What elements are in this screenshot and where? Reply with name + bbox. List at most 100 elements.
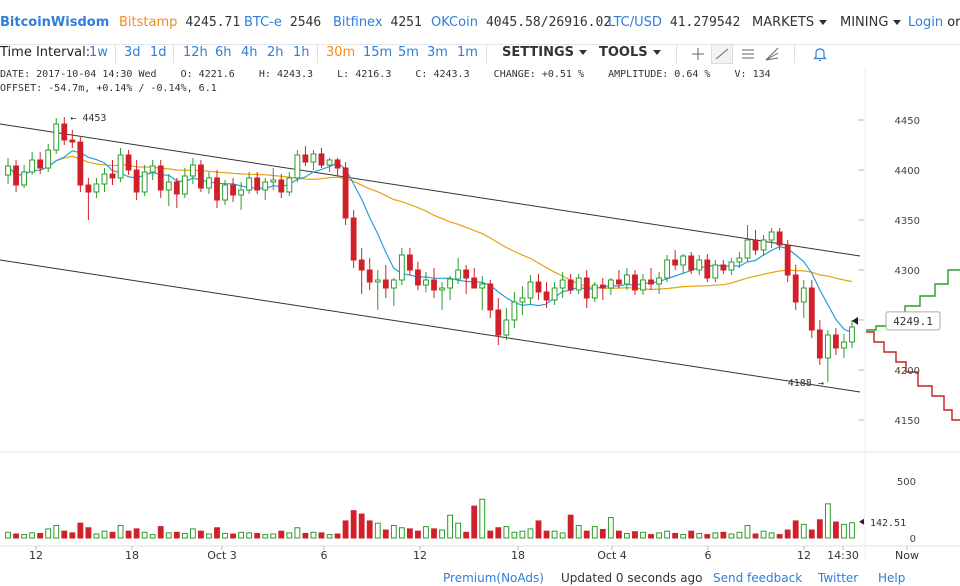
fan-icon[interactable] <box>763 45 781 63</box>
volume-bar-up <box>841 523 847 539</box>
ticker-btce[interactable]: BTC-e 2546 <box>244 15 321 30</box>
volume-bar-up <box>29 532 36 539</box>
volume-bar-down <box>535 520 542 539</box>
volume-bar-down <box>109 531 116 539</box>
ticker-ltcusd[interactable]: LTC/USD 41.279542 <box>608 15 740 30</box>
volume-bar-up <box>374 522 381 539</box>
send-feedback-link[interactable]: Send feedback <box>713 571 803 585</box>
candle-down <box>648 279 654 285</box>
interval-3d[interactable]: 3d <box>124 45 141 60</box>
volume-bar-down <box>792 520 799 539</box>
candle-up <box>664 259 671 279</box>
candle-up <box>149 165 156 173</box>
help-link[interactable]: Help <box>878 571 906 585</box>
candle-down <box>382 279 389 289</box>
volume-bar-down <box>688 530 695 539</box>
volume-bar-down <box>672 532 679 539</box>
volume-bar-up <box>503 526 510 539</box>
chevron-down-icon <box>819 20 828 25</box>
candle-up <box>117 154 124 179</box>
interval-1m[interactable]: 1m <box>457 45 478 60</box>
volume-bar-down <box>615 530 622 539</box>
interval-12h[interactable]: 12h <box>183 45 208 60</box>
price-tick-label: 4350 <box>895 216 920 227</box>
mining-label: MINING <box>840 15 889 30</box>
candle-up <box>222 184 228 201</box>
volume-bar-down <box>173 531 180 539</box>
candle-up <box>206 177 212 189</box>
candle-up <box>439 287 445 291</box>
price-tick-label: 4200 <box>895 366 920 377</box>
candle-down <box>350 217 357 261</box>
candle-down <box>173 181 180 195</box>
mining-menu[interactable]: MINING <box>840 15 902 30</box>
volume-bar-down <box>752 533 759 539</box>
top-bar: BitcoinWisdom Bitstamp 4245.71 BTC-e 2546 … <box>0 0 960 45</box>
volume-bar-down <box>784 529 791 539</box>
interval-30m[interactable]: 30m <box>326 45 356 60</box>
volume-bar-up <box>53 524 60 539</box>
interval-1d[interactable]: 1d <box>150 45 167 60</box>
interval-1h[interactable]: 1h <box>293 45 310 60</box>
candle-down <box>37 159 44 169</box>
price-tick-label: 4450 <box>895 116 920 127</box>
candle-up <box>849 326 855 343</box>
candle-down <box>278 179 285 193</box>
volume-bar-up <box>326 534 333 539</box>
candle-up <box>5 165 11 176</box>
volume-bar-up <box>270 533 277 539</box>
ticker-bitstamp[interactable]: Bitstamp 4245.71 <box>119 15 240 30</box>
candle-down <box>69 139 76 143</box>
volume-bar-up <box>45 528 52 539</box>
candle-down <box>302 154 309 163</box>
markets-menu[interactable]: MARKETS <box>752 15 828 30</box>
candle-up <box>800 287 807 303</box>
volume-bar-down <box>318 532 325 539</box>
price-chart[interactable]: 445044004350430042504200415050001218Oct … <box>0 0 960 568</box>
interval-3m[interactable]: 3m <box>427 45 448 60</box>
site-logo[interactable]: BitcoinWisdom <box>0 15 110 30</box>
interval-5m[interactable]: 5m <box>398 45 419 60</box>
candle-down <box>198 164 204 189</box>
candle-down <box>816 329 823 359</box>
line-draw-icon[interactable] <box>711 44 733 64</box>
horizontal-lines-icon[interactable] <box>739 45 757 63</box>
candle-down <box>808 287 815 331</box>
candle-up <box>760 239 767 251</box>
candle-up <box>101 173 108 185</box>
candle-down <box>214 177 220 201</box>
tools-menu[interactable]: TOOLS <box>599 45 661 60</box>
candle-up <box>591 284 598 299</box>
bell-icon[interactable] <box>811 45 829 63</box>
divider <box>794 45 795 63</box>
volume-bar-up <box>640 531 646 539</box>
ohlc-line-1: DATE: 2017-10-04 14:30 Wed O: 4221.6 H: … <box>0 69 771 80</box>
volume-bar-up <box>768 532 775 539</box>
interval-1w[interactable]: 1w <box>89 45 108 60</box>
candle-up <box>824 334 831 359</box>
login-link[interactable]: Login <box>908 15 944 30</box>
candle-down <box>415 269 421 286</box>
ticker-bitfinex[interactable]: Bitfinex 4251 <box>333 15 422 30</box>
volume-bar-up <box>294 527 301 539</box>
candle-up <box>744 239 751 259</box>
interval-6h[interactable]: 6h <box>215 45 232 60</box>
candle-up <box>455 269 462 280</box>
volume-bar-up <box>238 531 245 539</box>
ticker-okcoin[interactable]: OKCoin 4045.58/26916.02 <box>431 15 611 30</box>
interval-2h[interactable]: 2h <box>267 45 284 60</box>
premium-link[interactable]: Premium(NoAds) <box>443 571 544 585</box>
interval-15m[interactable]: 15m <box>363 45 393 60</box>
twitter-link[interactable]: Twitter <box>818 571 859 585</box>
volume-bar-down <box>431 528 437 539</box>
candle-up <box>29 159 36 173</box>
plus-icon[interactable] <box>689 45 707 63</box>
interval-4h[interactable]: 4h <box>241 45 258 60</box>
candle-down <box>77 141 84 186</box>
volume-bar-down <box>198 530 204 539</box>
ma-long-line <box>7 155 853 291</box>
settings-menu[interactable]: SETTINGS <box>502 45 588 60</box>
candle-up <box>575 277 582 291</box>
ohlc-line-2: OFFSET: -54.7m, +0.14% / -0.14%, 6.1 <box>0 83 217 94</box>
candle-down <box>672 259 679 266</box>
